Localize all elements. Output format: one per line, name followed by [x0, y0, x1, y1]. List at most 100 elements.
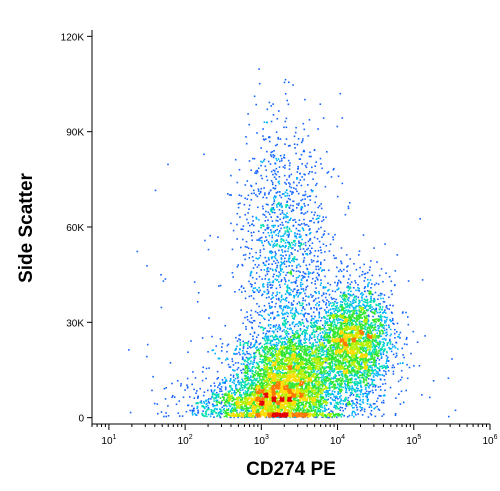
data-point — [348, 357, 351, 359]
data-point — [308, 359, 310, 361]
data-point — [318, 349, 320, 351]
data-point — [358, 320, 361, 323]
data-point — [271, 224, 273, 227]
data-point — [370, 358, 373, 360]
data-point — [337, 392, 340, 394]
data-point — [268, 302, 270, 305]
data-point — [274, 345, 276, 347]
data-point — [350, 356, 353, 359]
data-point — [300, 285, 302, 288]
data-point — [322, 349, 324, 351]
data-point — [381, 346, 383, 348]
data-point — [248, 295, 251, 298]
data-point — [211, 335, 213, 338]
data-point — [193, 388, 195, 391]
data-point — [237, 416, 239, 419]
data-point — [189, 396, 191, 398]
data-point — [316, 413, 318, 415]
data-point — [284, 230, 287, 233]
data-point — [383, 379, 386, 381]
data-point — [252, 382, 254, 385]
data-point — [274, 278, 277, 280]
data-point — [384, 366, 386, 368]
data-point — [304, 357, 307, 360]
data-point — [374, 323, 377, 325]
data-point — [303, 372, 306, 375]
data-point — [373, 327, 375, 329]
data-point — [350, 304, 352, 306]
data-point — [272, 296, 275, 299]
data-point — [326, 306, 328, 309]
data-point — [339, 390, 341, 392]
data-point — [298, 181, 300, 184]
data-point — [324, 333, 326, 335]
data-point — [258, 82, 261, 85]
data-point — [299, 248, 302, 250]
data-point — [283, 320, 286, 323]
data-point — [241, 381, 244, 383]
data-point — [290, 271, 292, 274]
data-point — [301, 238, 303, 241]
data-point — [296, 171, 299, 173]
data-point — [282, 323, 284, 326]
data-point — [269, 342, 271, 345]
data-point — [221, 396, 224, 398]
data-point — [334, 387, 337, 390]
data-point — [290, 340, 293, 342]
data-point — [365, 349, 368, 352]
data-point — [359, 339, 362, 342]
data-point — [339, 305, 341, 308]
data-point — [342, 386, 344, 389]
data-point — [221, 399, 224, 402]
data-point — [379, 322, 382, 324]
data-point — [321, 365, 324, 368]
data-point — [397, 348, 399, 350]
data-point — [315, 268, 318, 271]
data-point — [289, 204, 292, 207]
data-point — [152, 375, 154, 378]
data-point — [270, 312, 272, 314]
data-point — [262, 355, 265, 358]
data-point — [315, 297, 317, 300]
data-point — [363, 273, 366, 275]
data-point — [352, 323, 355, 326]
data-point — [315, 307, 318, 310]
data-point — [289, 219, 291, 221]
data-point — [406, 377, 409, 380]
data-point — [301, 227, 304, 229]
data-point — [240, 372, 243, 374]
data-point — [304, 292, 306, 295]
data-point — [258, 238, 260, 241]
data-point — [347, 387, 350, 390]
data-point — [308, 395, 310, 398]
data-point — [308, 360, 311, 362]
data-point — [379, 389, 382, 391]
data-point — [207, 413, 210, 416]
data-point — [343, 294, 345, 296]
data-point — [283, 319, 286, 322]
data-point — [309, 335, 311, 338]
data-point — [271, 268, 274, 271]
data-point — [287, 236, 290, 238]
data-point — [260, 373, 263, 375]
data-point — [377, 304, 380, 307]
data-point — [356, 402, 359, 404]
data-point — [358, 395, 360, 398]
data-point — [407, 316, 409, 318]
data-point — [350, 372, 352, 374]
data-point — [308, 229, 311, 231]
data-point — [242, 343, 245, 346]
data-point — [289, 351, 292, 354]
data-point — [213, 382, 216, 385]
data-point — [262, 244, 265, 247]
data-point — [327, 408, 330, 410]
data-point — [304, 276, 306, 278]
data-point — [280, 359, 282, 362]
data-point — [350, 379, 352, 381]
data-point — [287, 305, 290, 308]
data-point — [328, 320, 331, 322]
data-point — [246, 395, 248, 397]
data-point — [323, 230, 326, 232]
data-point — [302, 307, 304, 309]
data-point — [312, 409, 315, 412]
